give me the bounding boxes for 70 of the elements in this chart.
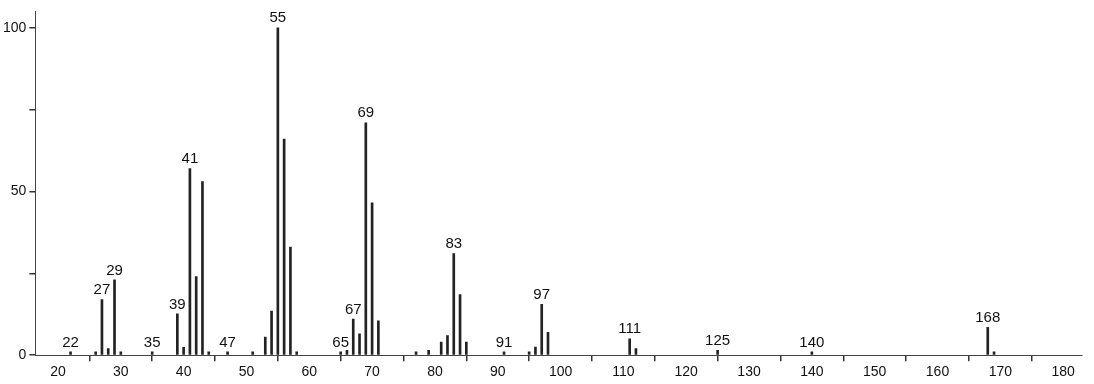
annotation: 91 — [495, 332, 513, 350]
x-tick-label: 80 — [427, 363, 443, 380]
annotation: 111 — [618, 319, 642, 337]
bar — [295, 351, 299, 355]
bar — [986, 327, 990, 355]
x-tick-label: 100 — [548, 363, 573, 380]
bar — [339, 351, 343, 355]
bar — [69, 351, 72, 355]
x-tick-label: 40 — [175, 363, 192, 380]
bar — [351, 318, 355, 355]
annotation: 168 — [975, 308, 1001, 326]
bar — [540, 304, 544, 355]
x-tick-label: 180 — [1051, 363, 1076, 380]
bar — [289, 246, 292, 355]
bar — [377, 320, 380, 355]
bar — [176, 313, 179, 355]
bar — [364, 122, 368, 355]
x-tick-label: 20 — [50, 363, 66, 380]
annotation: 29 — [106, 260, 123, 278]
bar — [465, 341, 468, 355]
bar — [427, 349, 430, 355]
x-tick-label: 70 — [364, 363, 381, 380]
annotation: 27 — [93, 280, 111, 298]
annotation: 22 — [62, 332, 79, 350]
bar — [270, 310, 273, 355]
annotation: 69 — [357, 103, 375, 121]
bar — [150, 351, 154, 355]
x-tick-label: 50 — [238, 363, 255, 380]
annotation: 83 — [445, 234, 463, 252]
bar — [452, 253, 456, 355]
bar — [628, 338, 631, 355]
annotation: 65 — [332, 332, 350, 350]
x-tick-label: 130 — [737, 363, 761, 380]
x-tick-label: 170 — [988, 363, 1013, 380]
x-tick-label: 30 — [113, 363, 129, 380]
y-tick-label: 100 — [3, 18, 27, 35]
annotation: 97 — [533, 285, 551, 303]
annotation: 125 — [705, 330, 731, 348]
x-tick-label: 60 — [301, 363, 318, 380]
bar — [194, 276, 198, 355]
y-tick-label: 50 — [10, 182, 27, 199]
bar — [446, 335, 449, 355]
annotation: 67 — [344, 299, 362, 317]
x-tick-label: 140 — [800, 363, 824, 380]
bar — [201, 181, 204, 355]
bar — [251, 351, 255, 355]
bar — [439, 341, 443, 355]
x-tick-label: 160 — [925, 363, 950, 380]
annotation: 35 — [143, 332, 161, 350]
bar — [534, 346, 537, 355]
annotation: 41 — [181, 149, 199, 167]
bar — [119, 351, 123, 355]
bar — [716, 349, 719, 355]
annotation: 39 — [169, 294, 186, 312]
x-tick-label: 90 — [489, 363, 506, 380]
bar — [226, 351, 229, 355]
bar — [207, 351, 211, 355]
bar — [358, 333, 361, 355]
bar — [106, 348, 110, 355]
y-tick-label: 0 — [18, 346, 27, 363]
annotation: 47 — [219, 332, 236, 350]
x-tick-label: 120 — [674, 363, 699, 380]
annotation: 140 — [799, 332, 825, 350]
bar — [113, 279, 116, 355]
bar — [182, 347, 185, 355]
annotation: 55 — [269, 8, 287, 26]
x-tick-label: 150 — [863, 363, 887, 380]
bar — [94, 351, 97, 355]
x-tick-label: 110 — [612, 363, 635, 380]
bar — [263, 336, 267, 355]
